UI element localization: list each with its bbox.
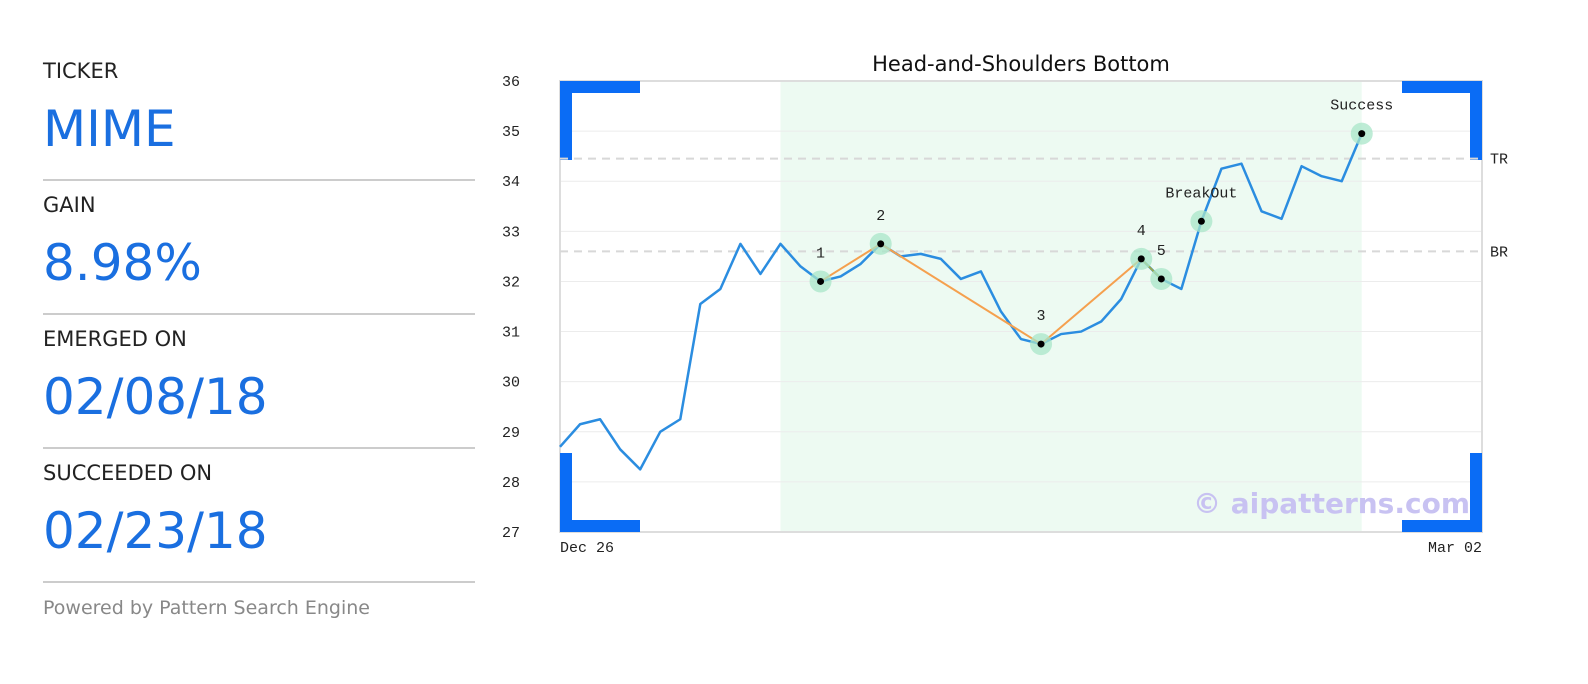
field-value: 02/23/18 (43, 502, 268, 560)
reference-label: TR (1490, 152, 1508, 169)
y-tick-label: 27 (502, 525, 520, 542)
info-panel: TICKER MIME GAIN 8.98% EMERGED ON 02/08/… (42, 59, 475, 619)
y-tick-label: 28 (502, 475, 520, 492)
corner-bracket (560, 81, 640, 93)
reference-label: BR (1490, 244, 1508, 261)
plot-border (559, 80, 1483, 533)
chart-title: Head-and-Shoulders Bottom (872, 52, 1170, 76)
y-tick-label: 36 (502, 74, 520, 91)
pattern-line (820, 243, 882, 283)
corner-bracket (1470, 81, 1482, 160)
corner-bracket (1470, 453, 1482, 532)
pattern-label: Success (1330, 98, 1393, 115)
x-tick-label: Dec 26 (560, 540, 614, 557)
pattern-point (1137, 255, 1145, 263)
y-tick-label: 32 (502, 274, 520, 291)
y-tick-label: 30 (502, 375, 520, 392)
y-tick-label: 31 (502, 325, 520, 342)
pattern-point (1157, 275, 1165, 283)
pattern-label: 3 (1037, 308, 1046, 325)
pattern-point (877, 240, 885, 248)
pattern-line (1040, 258, 1142, 345)
corner-bracket (1402, 520, 1482, 532)
y-tick-label: 35 (502, 124, 520, 141)
field-label: SUCCEEDED ON (43, 461, 212, 485)
pattern-point (817, 277, 825, 285)
pattern-label: BreakOut (1165, 185, 1237, 202)
y-tick-label: 33 (502, 224, 520, 241)
pattern-label: 5 (1157, 243, 1166, 260)
pattern-label: 2 (876, 208, 885, 225)
x-tick-label: Mar 02 (1428, 540, 1482, 557)
pattern-point (1358, 130, 1366, 138)
pattern-point (1037, 340, 1045, 348)
field-label: TICKER (42, 59, 118, 83)
field-value: 8.98% (43, 234, 202, 292)
footer: Powered by Pattern Search Engine (43, 597, 370, 619)
field-label: EMERGED ON (43, 327, 187, 351)
y-tick-label: 29 (502, 425, 520, 442)
pattern-label: 4 (1137, 223, 1146, 240)
corner-bracket (560, 520, 640, 532)
y-tick-label: 34 (502, 174, 520, 191)
corner-bracket (560, 453, 572, 532)
watermark: © aipatterns.com (1193, 487, 1470, 520)
field-label: GAIN (43, 193, 96, 217)
pattern-region (780, 81, 1362, 532)
field-value: 02/08/18 (43, 368, 268, 426)
pattern-point (1197, 217, 1205, 225)
pattern-line (880, 243, 1042, 345)
corner-bracket (1402, 81, 1482, 93)
field-value: MIME (43, 100, 176, 158)
corner-bracket (560, 81, 572, 160)
pattern-label: 1 (816, 245, 825, 262)
price-line (559, 133, 1363, 471)
